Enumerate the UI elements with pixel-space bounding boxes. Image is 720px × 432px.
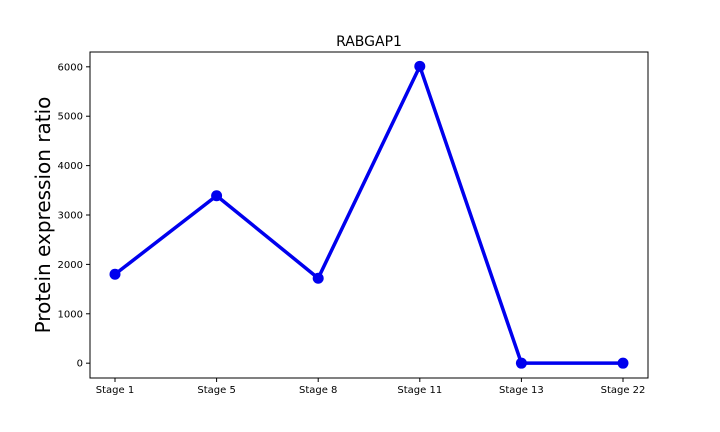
x-tick-label: Stage 5	[197, 385, 235, 396]
x-tick-label: Stage 11	[397, 385, 442, 396]
y-tick-label: 0	[77, 359, 83, 370]
chart-title: RABGAP1	[336, 34, 402, 50]
y-tick-label: 2000	[58, 260, 83, 271]
series-line	[113, 64, 623, 365]
y-tick-label: 6000	[58, 62, 83, 73]
y-tick-label: 3000	[58, 211, 83, 222]
x-tick-label: Stage 22	[601, 385, 646, 396]
plot-area: 0 1000 2000 3000 4000 5000 6000 Stage 1 Stage 5 S…	[58, 60, 646, 396]
data-point	[109, 268, 121, 280]
data-point	[211, 190, 223, 202]
x-tick-label: Stage 8	[299, 385, 337, 396]
y-axis-label: Protein expression ratio	[31, 97, 55, 334]
y-tick-label: 4000	[58, 161, 83, 172]
y-tick-label: 5000	[58, 112, 83, 123]
data-point	[617, 357, 629, 369]
x-tick-label: Stage 13	[499, 385, 544, 396]
data-point	[312, 272, 324, 284]
y-tick-label: 1000	[58, 309, 83, 320]
x-tick-label: Stage 1	[96, 385, 134, 396]
data-point	[414, 60, 426, 72]
data-point	[515, 357, 527, 369]
plot-frame	[89, 51, 649, 379]
